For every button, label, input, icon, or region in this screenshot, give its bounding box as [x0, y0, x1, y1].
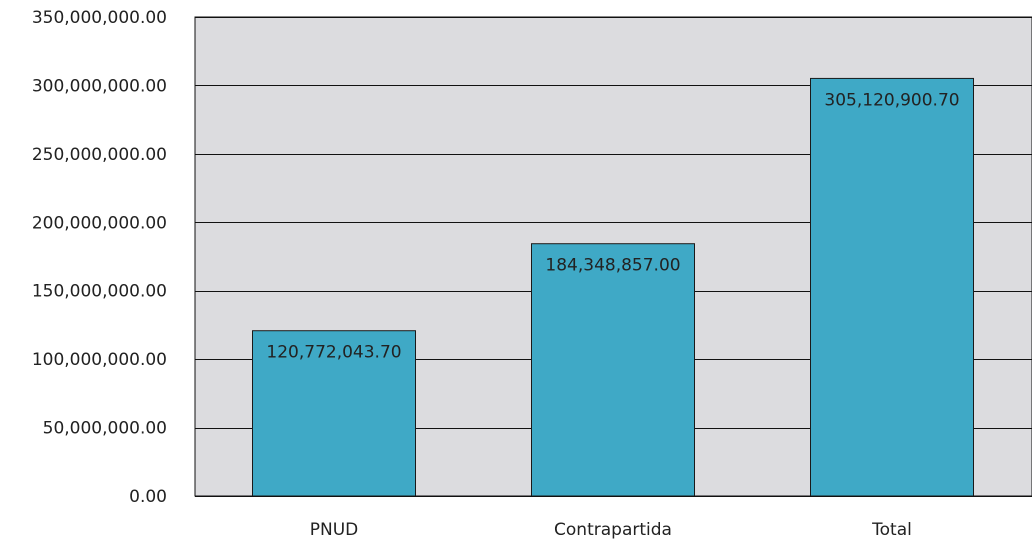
x-category-label: Total	[871, 520, 912, 540]
y-tick-label: 0.00	[129, 487, 167, 507]
data-labels: 120,772,043.70 184,348,857.00 305,120,900.…	[266, 90, 959, 362]
y-axis-tick-labels: 0.00 50,000,000.00 100,000,000.00 150,000,0…	[32, 8, 167, 507]
x-axis-category-labels: PNUD Contrapartida Total	[310, 520, 912, 540]
bar-total	[810, 77, 974, 497]
y-tick-label: 350,000,000.00	[32, 8, 167, 28]
bars	[252, 77, 974, 497]
y-tick-label: 250,000,000.00	[32, 145, 167, 165]
y-tick-label: 100,000,000.00	[32, 350, 167, 370]
y-tick-label: 150,000,000.00	[32, 282, 167, 302]
bar-contrapartida	[531, 243, 695, 497]
data-label: 305,120,900.70	[824, 90, 959, 110]
data-label: 184,348,857.00	[545, 256, 680, 276]
y-tick-label: 50,000,000.00	[43, 419, 167, 439]
data-label: 120,772,043.70	[266, 343, 401, 363]
y-tick-label: 300,000,000.00	[32, 76, 167, 96]
x-category-label: PNUD	[310, 520, 359, 540]
y-tick-label: 200,000,000.00	[32, 213, 167, 233]
x-category-label: Contrapartida	[554, 520, 672, 540]
bar-pnud	[252, 330, 416, 497]
